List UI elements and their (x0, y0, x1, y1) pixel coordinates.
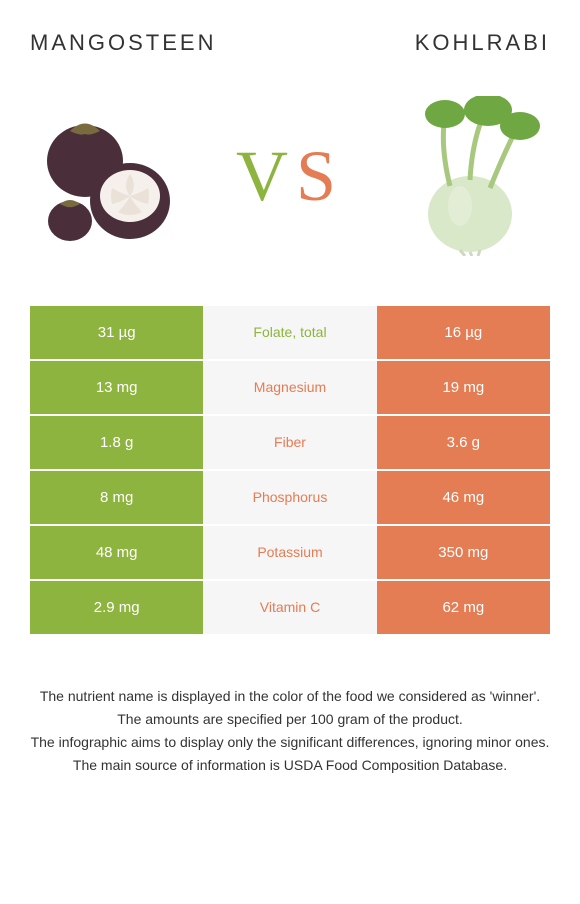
value-right: 350 mg (377, 526, 550, 579)
footer-line: The main source of information is USDA F… (30, 755, 550, 776)
footer-line: The nutrient name is displayed in the co… (30, 686, 550, 707)
nutrient-label: Potassium (203, 526, 376, 579)
nutrient-label: Magnesium (203, 361, 376, 414)
table-row: 8 mgPhosphorus46 mg (30, 471, 550, 526)
table-row: 2.9 mgVitamin C62 mg (30, 581, 550, 636)
value-left: 8 mg (30, 471, 203, 524)
vs-v: V (236, 136, 296, 216)
title-left: Mangosteen (30, 30, 216, 56)
table-row: 1.8 gFiber3.6 g (30, 416, 550, 471)
value-right: 46 mg (377, 471, 550, 524)
kohlrabi-image (390, 96, 550, 256)
nutrient-label: Folate, total (203, 306, 376, 359)
nutrient-table: 31 µgFolate, total16 µg13 mgMagnesium19 … (30, 306, 550, 636)
nutrient-label: Fiber (203, 416, 376, 469)
vs-label: VS (236, 135, 344, 218)
vs-s: S (296, 136, 344, 216)
mangosteen-image (30, 96, 190, 256)
value-right: 19 mg (377, 361, 550, 414)
title-row: Mangosteen Kohlrabi (30, 30, 550, 56)
title-right: Kohlrabi (415, 30, 550, 56)
value-left: 2.9 mg (30, 581, 203, 634)
value-left: 48 mg (30, 526, 203, 579)
table-row: 31 µgFolate, total16 µg (30, 306, 550, 361)
footer-line: The infographic aims to display only the… (30, 732, 550, 753)
footer-line: The amounts are specified per 100 gram o… (30, 709, 550, 730)
value-left: 13 mg (30, 361, 203, 414)
value-left: 31 µg (30, 306, 203, 359)
value-left: 1.8 g (30, 416, 203, 469)
table-row: 13 mgMagnesium19 mg (30, 361, 550, 416)
value-right: 16 µg (377, 306, 550, 359)
hero-row: VS (30, 86, 550, 266)
table-row: 48 mgPotassium350 mg (30, 526, 550, 581)
nutrient-label: Phosphorus (203, 471, 376, 524)
value-right: 62 mg (377, 581, 550, 634)
value-right: 3.6 g (377, 416, 550, 469)
nutrient-label: Vitamin C (203, 581, 376, 634)
footer-notes: The nutrient name is displayed in the co… (30, 686, 550, 776)
